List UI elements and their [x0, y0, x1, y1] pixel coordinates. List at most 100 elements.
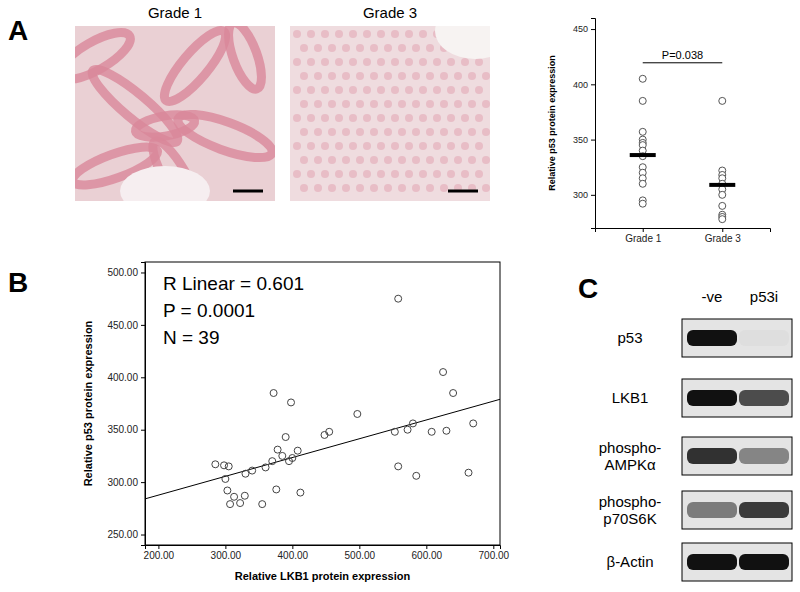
tick-mark [359, 545, 360, 549]
mean-bar [709, 183, 735, 187]
point [409, 420, 416, 427]
tick: 350.00 [107, 424, 145, 435]
point [242, 470, 249, 477]
point [719, 191, 726, 198]
tick-mark [141, 377, 145, 378]
point [227, 501, 234, 508]
micrograph [75, 26, 275, 201]
tick-mark [591, 84, 595, 85]
micrograph [290, 26, 490, 201]
band [687, 390, 737, 406]
tick: 450.00 [107, 320, 145, 331]
significance-bracket [643, 62, 723, 63]
axis: 200.00300.00400.00500.00600.00700.00 [144, 545, 510, 561]
image-title: Grade 1 [148, 4, 202, 21]
row-label: phospho-p70S6K [599, 493, 662, 527]
point [639, 180, 646, 187]
annotation: P = 0.0001 [163, 300, 255, 321]
tick-mark [292, 545, 293, 549]
band [739, 330, 789, 346]
tick-mark [141, 430, 145, 431]
point [269, 458, 276, 465]
tick: 450 [573, 24, 595, 34]
tick-label: 500.00 [345, 550, 376, 561]
lane-label: p53i [750, 288, 778, 305]
plot-area [145, 295, 500, 507]
scale-bar [233, 190, 263, 193]
axis-line [596, 229, 771, 233]
tick-mark [591, 29, 595, 30]
tick-mark [722, 228, 723, 232]
band [687, 448, 737, 464]
point [443, 427, 450, 434]
tick-mark [141, 535, 145, 536]
annotation: P=0.038 [662, 49, 703, 61]
axis-title: Relative p53 protein expression [82, 320, 94, 486]
tick-label: 450 [573, 24, 588, 34]
tick-mark [643, 228, 644, 232]
plot-area [630, 75, 736, 222]
point [440, 369, 447, 376]
panel-label: C [578, 273, 598, 304]
point [241, 492, 248, 499]
tick-label: 350.00 [107, 424, 138, 435]
axis: 300350400450 [573, 19, 596, 229]
point [470, 420, 477, 427]
tick-mark [493, 545, 494, 549]
point [354, 410, 361, 417]
point [279, 452, 286, 459]
scale-bar [448, 190, 478, 193]
blot-strip [682, 379, 792, 417]
row-label: LKB1 [612, 389, 649, 406]
point [221, 462, 228, 469]
tick-label: Grade 3 [705, 233, 742, 244]
tick-mark [591, 195, 595, 196]
tick-mark [141, 325, 145, 326]
point [297, 489, 304, 496]
tick-label: 400.00 [278, 550, 309, 561]
tick-mark [591, 140, 595, 141]
tick-label: 400 [573, 80, 588, 90]
point [404, 426, 411, 433]
annotation: N = 39 [163, 327, 220, 348]
point [224, 487, 231, 494]
point [273, 486, 280, 493]
point [222, 475, 229, 482]
point [225, 463, 232, 470]
tick: 300 [573, 190, 595, 200]
point [719, 97, 726, 104]
tick-label: 300 [573, 190, 588, 200]
blot-strip [682, 437, 792, 475]
tick: 300.00 [211, 545, 242, 561]
point [428, 428, 435, 435]
tick: 300.00 [107, 477, 145, 488]
tick-label: 600.00 [412, 550, 443, 561]
tick: 600.00 [412, 545, 443, 561]
point [395, 463, 402, 470]
fit-line [145, 399, 500, 499]
band [739, 554, 789, 570]
point [395, 295, 402, 302]
axis-line [146, 546, 501, 550]
tick-label: 450.00 [107, 320, 138, 331]
tick: 400.00 [278, 545, 309, 561]
tick: 500.00 [345, 545, 376, 561]
axis-title: Relative p53 protein expression [547, 55, 557, 191]
point [719, 216, 726, 223]
point [274, 446, 281, 453]
point [288, 399, 295, 406]
row-label: β-Actin [607, 553, 654, 570]
axis-title: Relative LKB1 protein expression [235, 570, 411, 582]
row-label: p53 [617, 329, 642, 346]
point [413, 472, 420, 479]
point [450, 390, 457, 397]
band [739, 448, 789, 464]
band [687, 502, 737, 518]
point [719, 202, 726, 209]
panel-label: A [8, 15, 28, 46]
tick-label: 700.00 [479, 550, 510, 561]
tick: 250.00 [107, 529, 145, 540]
band [739, 390, 789, 406]
point [639, 97, 646, 104]
tick-mark [158, 545, 159, 549]
